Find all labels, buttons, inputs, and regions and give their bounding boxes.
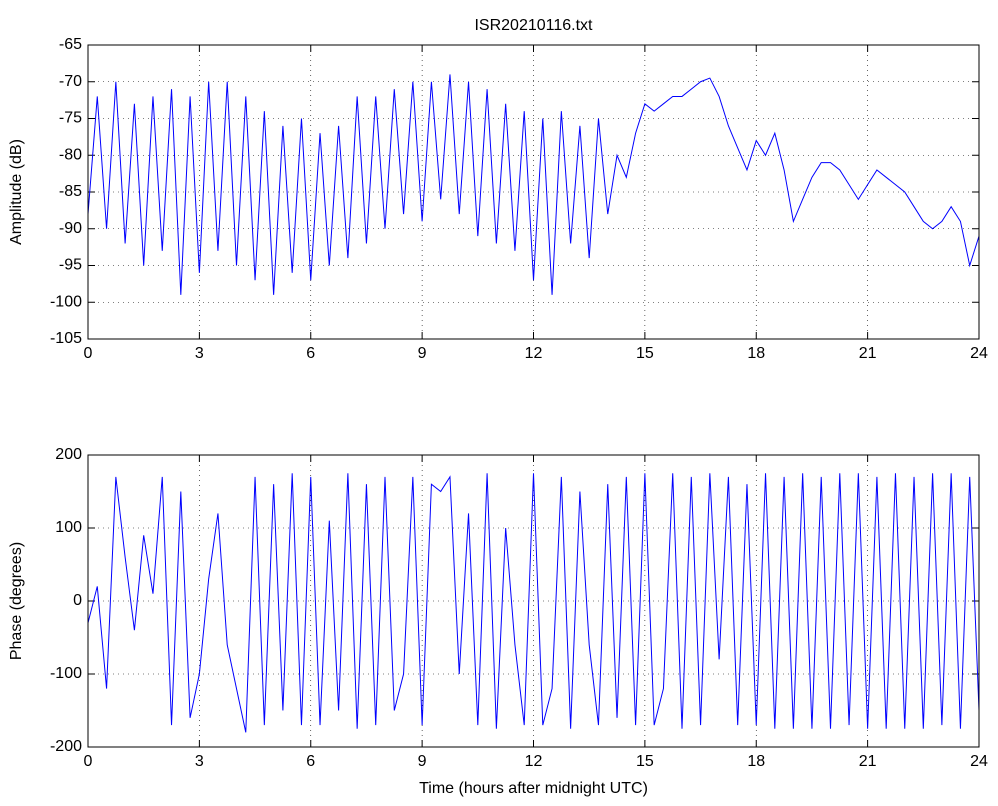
x-tick-label: 21	[859, 345, 877, 362]
x-tick-label: 3	[195, 753, 204, 770]
data-line	[87, 74, 980, 295]
y-tick-label: -100	[50, 665, 82, 682]
y-tick-label: -85	[59, 183, 82, 200]
x-tick-label: 6	[306, 753, 315, 770]
x-axis-label: Time (hours after midnight UTC)	[419, 780, 648, 797]
y-axis-label: Phase (degrees)	[8, 542, 25, 660]
x-tick-label: 18	[747, 753, 765, 770]
x-tick-label: 15	[636, 345, 654, 362]
y-tick-label: 200	[55, 446, 82, 463]
x-tick-label: 0	[84, 753, 93, 770]
x-tick-label: 9	[418, 753, 427, 770]
x-tick-label: 24	[970, 753, 988, 770]
x-tick-label: 18	[747, 345, 765, 362]
axes-box	[87, 454, 980, 748]
y-tick-label: -90	[59, 220, 82, 237]
x-tick-label: 12	[525, 753, 543, 770]
x-tick-label: 9	[418, 345, 427, 362]
chart-title: ISR20210116.txt	[474, 17, 593, 34]
y-tick-label: -100	[50, 293, 82, 310]
data-line	[87, 473, 980, 733]
x-tick-label: 15	[636, 753, 654, 770]
y-tick-label: -80	[59, 146, 82, 163]
y-tick-label: -200	[50, 738, 82, 755]
x-tick-label: 6	[306, 345, 315, 362]
y-tick-label: -70	[59, 73, 82, 90]
y-tick-label: -65	[59, 36, 82, 53]
x-tick-label: 0	[84, 345, 93, 362]
y-tick-label: 100	[55, 519, 82, 536]
y-tick-label: -105	[50, 330, 82, 347]
x-tick-label: 3	[195, 345, 204, 362]
axes-box	[87, 44, 980, 340]
y-tick-label: 0	[73, 592, 82, 609]
y-axis-label: Amplitude (dB)	[8, 139, 25, 245]
y-tick-label: -75	[59, 110, 82, 127]
x-tick-label: 24	[970, 345, 988, 362]
y-tick-label: -95	[59, 257, 82, 274]
x-tick-label: 21	[859, 753, 877, 770]
x-tick-label: 12	[525, 345, 543, 362]
